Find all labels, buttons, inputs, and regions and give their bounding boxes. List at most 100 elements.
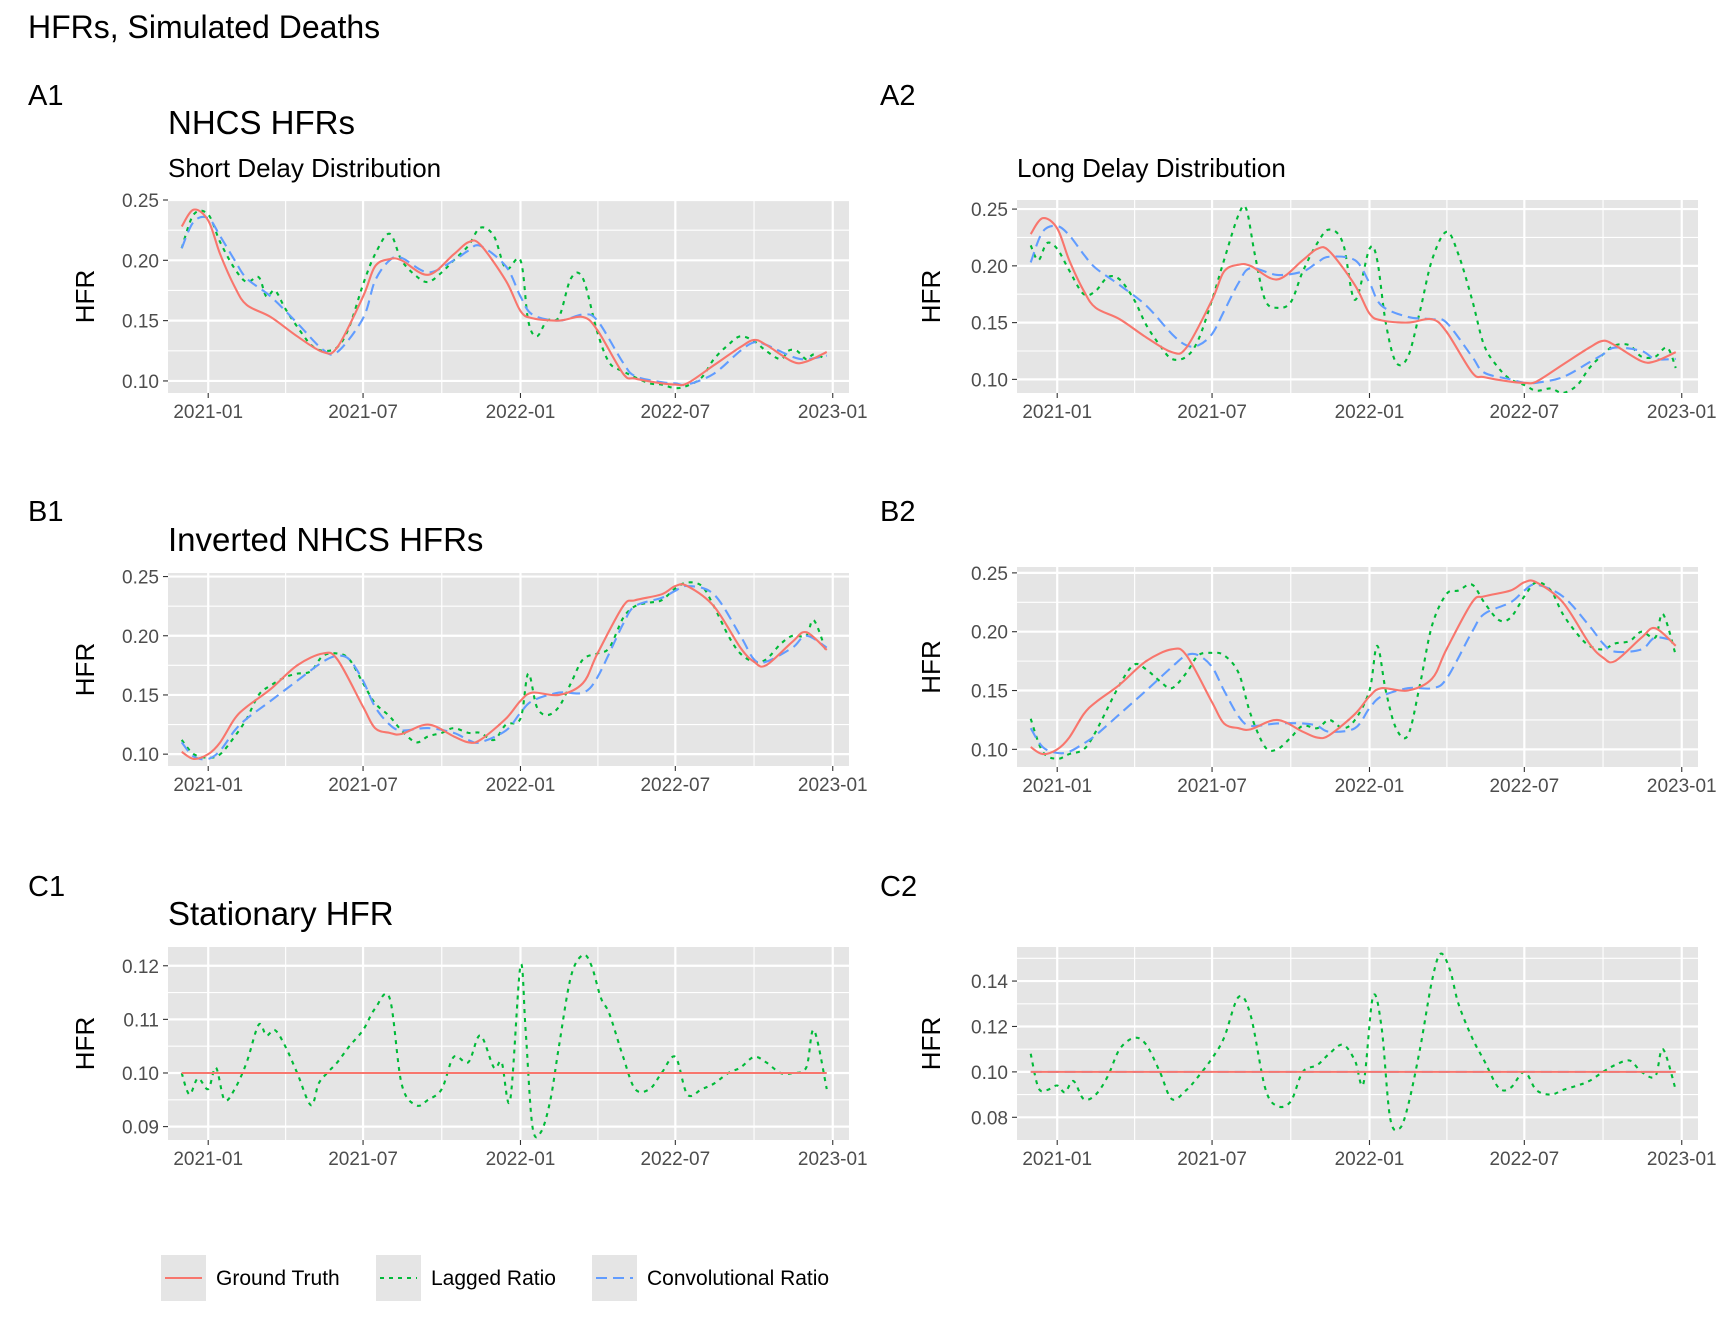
x-tick-label: 2021-01 [1022, 1149, 1092, 1170]
panel-tag: B2 [880, 496, 915, 528]
y-axis-label: HFR [70, 270, 100, 323]
y-tick-label: 0.10 [122, 372, 159, 393]
x-tick-label: 2021-07 [328, 775, 398, 796]
y-tick-label: 0.20 [122, 251, 159, 272]
y-tick-label: 0.10 [971, 1063, 1008, 1084]
legend-label: Ground Truth [216, 1267, 340, 1290]
series-ground-truth [181, 583, 828, 760]
x-tick-label: 2021-01 [1022, 402, 1092, 423]
y-tick-label: 0.20 [122, 627, 159, 648]
y-axis-label: HFR [70, 1017, 100, 1070]
x-tick-label: 2021-01 [1022, 776, 1092, 797]
series-group [1029, 579, 1677, 760]
y-tick-label: 0.20 [971, 623, 1008, 644]
x-tick-label: 2022-07 [1489, 402, 1559, 423]
series-convolutional-ratio [180, 584, 828, 761]
x-tick-label: 2021-01 [173, 402, 243, 423]
series-ground-truth [180, 208, 828, 387]
panel-tag: A1 [28, 80, 63, 112]
y-axis-label: HFR [70, 643, 100, 696]
panel-a2: A2 Long Delay Distribution 2021-01 2021-07 2… [880, 80, 1717, 423]
panel-tag: A2 [880, 80, 915, 112]
x-tick-label: 2023-01 [798, 402, 868, 423]
x-tick-label: 2022-01 [486, 402, 556, 423]
x-tick-label: 2022-07 [640, 402, 710, 423]
y-tick-label: 0.25 [971, 200, 1008, 221]
y-tick-label: 0.12 [122, 957, 159, 978]
x-tick-label: 2023-01 [798, 1149, 868, 1170]
figure-title: HFRs, Simulated Deaths [28, 9, 380, 45]
x-tick-label: 2021-01 [173, 1149, 243, 1170]
y-tick-label: 0.11 [123, 1010, 159, 1031]
legend: Ground Truth Lagged Ratio Convolutional Ra… [161, 1255, 829, 1301]
y-tick-label: 0.14 [971, 972, 1008, 993]
y-tick-label: 0.10 [971, 740, 1008, 761]
series-ground-truth [1029, 216, 1677, 385]
y-tick-label: 0.08 [971, 1108, 1008, 1129]
y-tick-label: 0.10 [122, 745, 159, 766]
x-tick-label: 2021-07 [328, 402, 398, 423]
plot-background [1017, 200, 1698, 393]
panel-b2: B2 2021-01 2021-07 2022-01 2022-07 2023-01 0.1… [880, 496, 1717, 797]
panel-tag: C1 [28, 871, 65, 903]
panel-tag: C2 [880, 871, 917, 903]
x-tick-label: 2021-07 [1177, 402, 1247, 423]
x-tick-label: 2021-07 [328, 1149, 398, 1170]
y-tick-label: 0.09 [122, 1118, 159, 1139]
panel-c2: C2 2021-01 2021-07 2022-01 2022-07 2023-01 0.0… [880, 871, 1717, 1170]
panel-c1: C1 Stationary HFR 2021-01 2021-07 2022-01 202… [28, 871, 868, 1170]
y-axis-label: HFR [916, 270, 946, 323]
x-tick-label: 2022-01 [1335, 402, 1405, 423]
x-tick-label: 2022-01 [486, 1149, 556, 1170]
x-tick-label: 2022-01 [1335, 776, 1405, 797]
x-tick-label: 2022-01 [486, 775, 556, 796]
y-axis-label: HFR [916, 640, 946, 693]
plot-background [1017, 947, 1698, 1140]
panel-a1: A1 NHCS HFRs Short Delay Distribution 2021-… [28, 80, 868, 423]
legend-item: Lagged Ratio [376, 1255, 556, 1301]
y-tick-label: 0.12 [971, 1017, 1008, 1038]
y-tick-label: 0.15 [971, 682, 1008, 703]
y-tick-label: 0.15 [122, 686, 159, 707]
x-tick-label: 2021-01 [173, 775, 243, 796]
panel-subtitle: Long Delay Distribution [1017, 153, 1286, 183]
series-group [1029, 952, 1677, 1132]
panel-tag: B1 [28, 496, 63, 528]
x-tick-label: 2023-01 [1647, 1149, 1717, 1170]
x-tick-label: 2022-07 [640, 775, 710, 796]
x-tick-label: 2021-07 [1177, 1149, 1247, 1170]
legend-label: Convolutional Ratio [647, 1267, 829, 1290]
x-tick-label: 2022-07 [640, 1149, 710, 1170]
plot-background [168, 947, 849, 1140]
legend-item: Ground Truth [161, 1255, 340, 1301]
series-group [1029, 204, 1677, 393]
series-convolutional-ratio [180, 215, 827, 387]
panel-title: Inverted NHCS HFRs [168, 521, 483, 558]
series-group [180, 208, 828, 390]
panel-title: NHCS HFRs [168, 104, 355, 141]
y-tick-label: 0.15 [971, 314, 1008, 335]
x-tick-label: 2022-07 [1489, 1149, 1559, 1170]
series-lagged-ratio [1029, 952, 1677, 1132]
legend-label: Lagged Ratio [431, 1267, 556, 1290]
y-tick-label: 0.25 [122, 568, 159, 589]
y-tick-label: 0.15 [122, 312, 159, 333]
plot-background [1017, 567, 1698, 767]
y-tick-label: 0.20 [971, 257, 1008, 278]
y-tick-label: 0.10 [122, 1064, 159, 1085]
y-tick-label: 0.10 [971, 370, 1008, 391]
x-tick-label: 2023-01 [798, 775, 868, 796]
panel-title: Stationary HFR [168, 895, 394, 932]
series-group [180, 953, 828, 1139]
series-group [180, 581, 828, 761]
series-convolutional-ratio [1029, 583, 1676, 755]
series-convolutional-ratio [1029, 224, 1676, 385]
y-axis-label: HFR [916, 1017, 946, 1070]
series-ground-truth [1030, 579, 1677, 756]
series-lagged-ratio [1029, 581, 1677, 760]
x-tick-label: 2022-01 [1335, 1149, 1405, 1170]
plot-background [168, 200, 849, 393]
x-tick-label: 2022-07 [1489, 776, 1559, 797]
y-tick-label: 0.25 [971, 564, 1008, 585]
